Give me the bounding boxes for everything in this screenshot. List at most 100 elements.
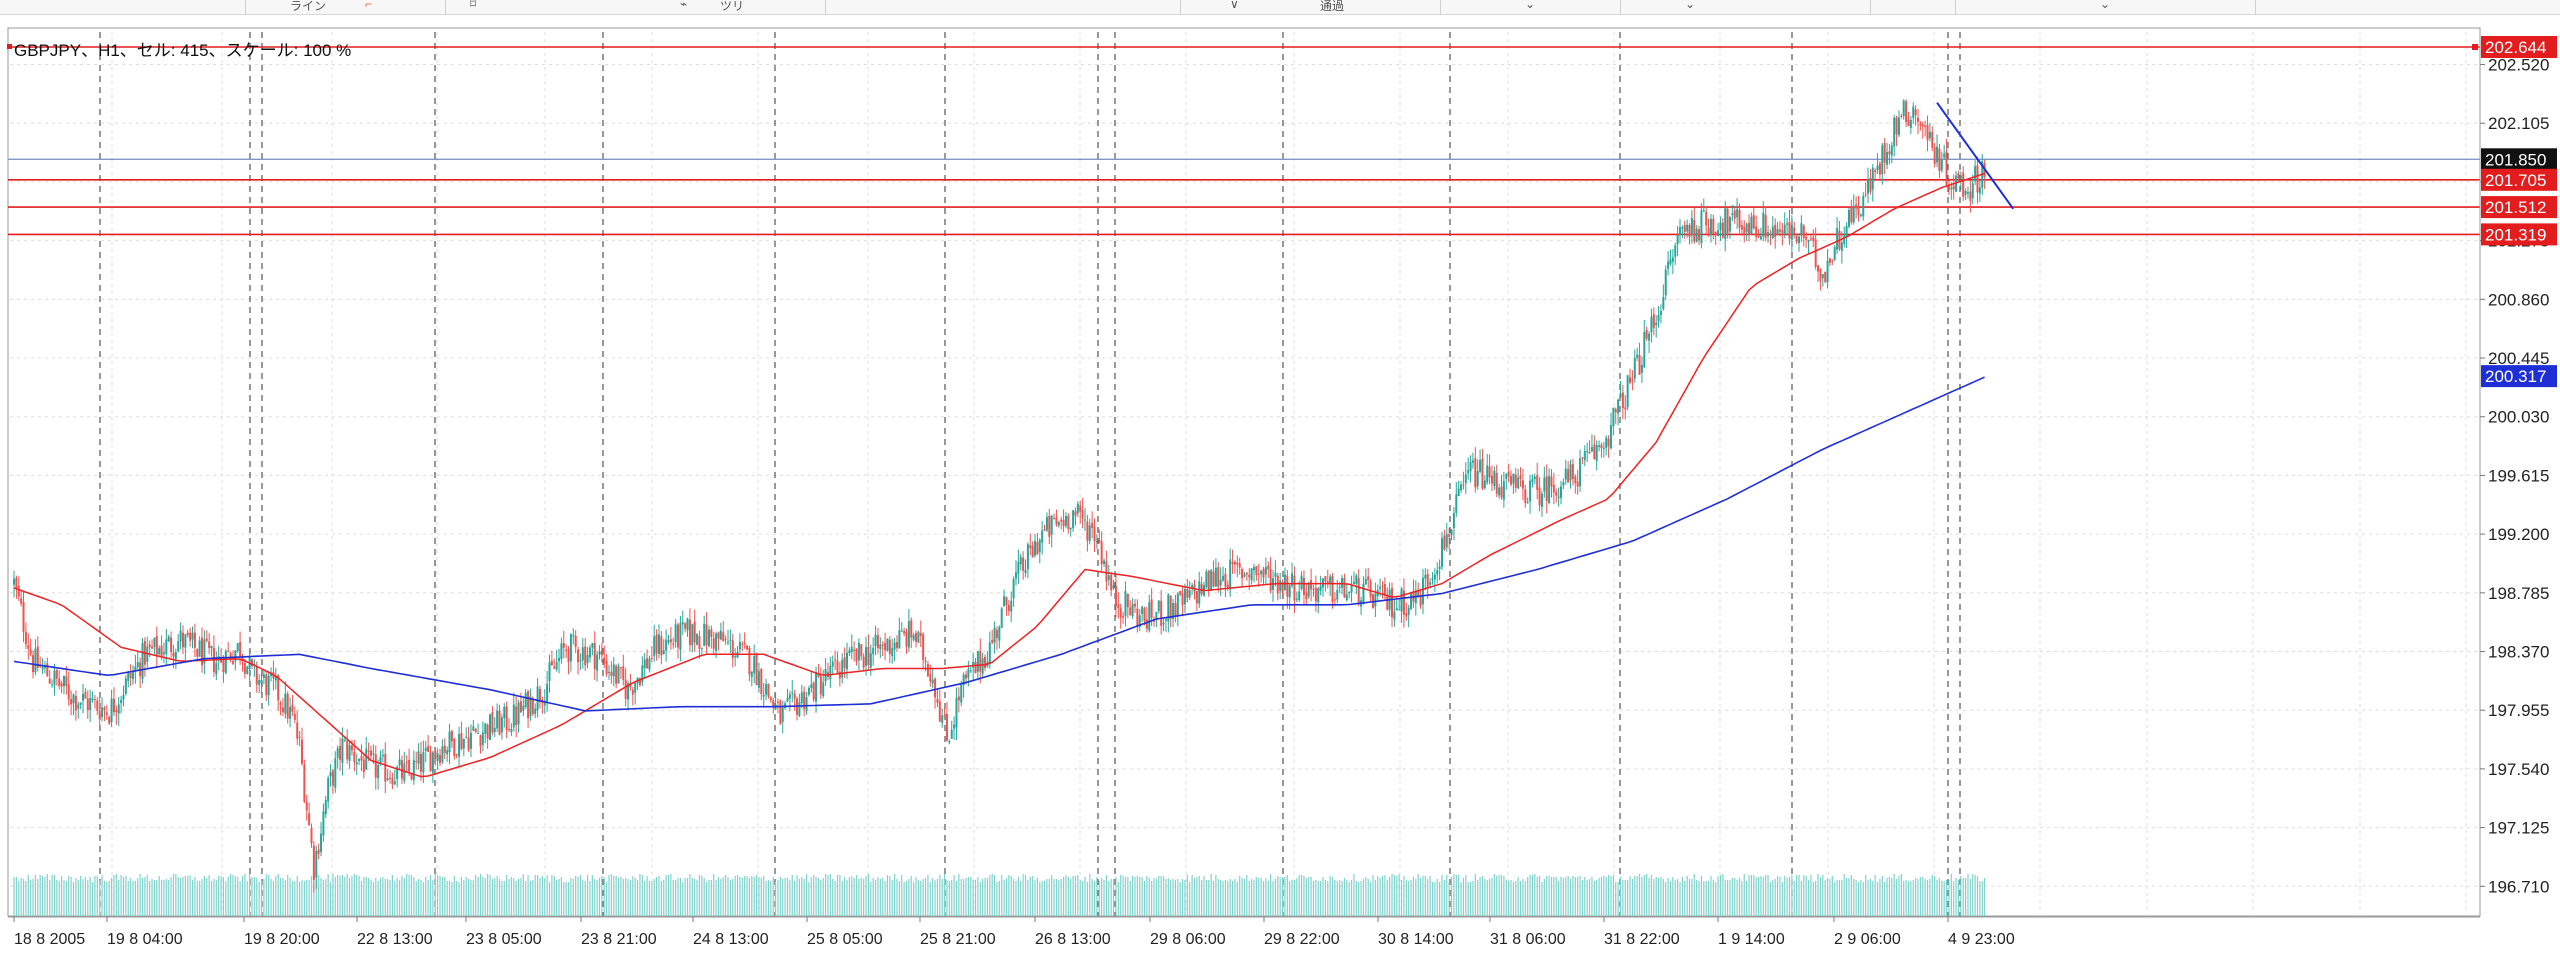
candle-body (1952, 185, 1955, 190)
candle-body (1862, 195, 1865, 217)
time-tick-label: 23 8 21:00 (581, 931, 657, 948)
candle-body (688, 619, 691, 645)
candle-body (1445, 534, 1448, 548)
candle-body (96, 700, 99, 711)
candle-body (127, 672, 130, 682)
toolbar-item-pass[interactable]: 通過 (1320, 0, 1345, 13)
candle-body (1836, 228, 1839, 250)
candle-body (17, 585, 20, 597)
candle-body (679, 623, 682, 650)
candle-body (1276, 575, 1279, 594)
candle-body (1845, 225, 1848, 238)
candle-body (638, 678, 641, 685)
candle-body (1867, 179, 1870, 194)
toolbar-item-line[interactable]: ライン (290, 0, 327, 13)
candle-body (1595, 445, 1598, 461)
candle-body (641, 665, 644, 683)
candle-body (13, 578, 15, 585)
candle-body (1533, 476, 1536, 479)
toolbar-item-candle[interactable]: ⌑ (470, 0, 477, 11)
candle-body (341, 738, 344, 763)
candle-body (1186, 589, 1189, 598)
candle-body (1897, 117, 1900, 136)
candle-body (955, 697, 958, 728)
candle-body (805, 697, 808, 712)
candle-body (550, 660, 553, 666)
candle-body (34, 648, 37, 673)
candle-body (1702, 210, 1705, 212)
candle-body (1540, 493, 1543, 507)
candle-body (1978, 187, 1981, 194)
candle-body (1045, 516, 1048, 531)
price-tick-label: 197.125 (2488, 819, 2549, 838)
candle-body (967, 669, 970, 678)
toolbar-dropdown-3[interactable]: ⌄ (2100, 0, 2111, 11)
candle-body (1012, 579, 1015, 599)
price-chart[interactable]: 202.520202.105201.690201.275200.860200.4… (0, 14, 2560, 956)
candle-body (1581, 457, 1584, 459)
candle-body (346, 740, 349, 760)
candle-body (936, 698, 939, 703)
toolbar-item-check[interactable]: ∨ (1230, 0, 1239, 11)
time-tick-label: 29 8 22:00 (1264, 931, 1340, 948)
candle-body (1733, 210, 1736, 219)
candle-body (886, 638, 889, 651)
candle-body (1676, 234, 1679, 245)
candle-body (1788, 221, 1791, 239)
candle-body (765, 684, 768, 695)
toolbar-item-tree[interactable]: ツリ (720, 0, 745, 13)
candle-body (1966, 192, 1969, 194)
candle-body (198, 640, 201, 657)
candle-body (491, 712, 494, 733)
toolbar-separator (1955, 0, 1956, 14)
price-tick-label: 197.955 (2488, 701, 2549, 720)
candle-body (41, 666, 44, 669)
candle-body (439, 755, 442, 763)
candle-body (408, 759, 411, 772)
candle-body (924, 660, 927, 662)
candle-body (907, 621, 910, 648)
candle-body (574, 635, 577, 647)
candle-body (1262, 568, 1265, 578)
toolbar-dropdown-2[interactable]: ⌄ (1685, 0, 1696, 11)
price-tick-label: 202.520 (2488, 56, 2549, 75)
candle-body (1019, 556, 1022, 565)
candle-body (1324, 576, 1327, 582)
candle-body (1878, 163, 1881, 175)
candle-body (1705, 211, 1708, 226)
candle-body (565, 649, 568, 651)
candle-body (1609, 425, 1612, 449)
candle-body (1529, 480, 1532, 502)
candle-body (722, 632, 725, 642)
candle-body (655, 634, 658, 654)
candle-body (660, 636, 663, 656)
candle-body (555, 662, 558, 670)
candle-body (1921, 124, 1924, 127)
candle-body (1576, 481, 1579, 487)
candle-body (489, 714, 491, 740)
candle-body (1212, 571, 1215, 587)
candle-body (1974, 166, 1977, 182)
candle-body (24, 631, 27, 645)
candle-body (255, 666, 258, 685)
candle-body (1902, 100, 1905, 116)
toolbar-item-tick[interactable]: ⌁ (680, 0, 688, 11)
candle-body (619, 667, 622, 669)
candle-body (993, 627, 996, 643)
horizontal-levels[interactable] (7, 43, 2480, 236)
candle-body (110, 698, 113, 723)
candle-body (267, 675, 270, 696)
candle-body (236, 643, 239, 652)
candle-body (848, 650, 851, 654)
candle-body (1859, 214, 1862, 216)
candle-body (1833, 247, 1836, 261)
candle-body (1145, 619, 1148, 629)
candle-body (917, 631, 920, 643)
candle-body (1798, 236, 1800, 244)
candle-body (251, 659, 253, 667)
candle-body (1062, 520, 1065, 527)
toolbar-dropdown-1[interactable]: ⌄ (1525, 0, 1536, 11)
trendline[interactable] (1936, 102, 2015, 210)
toolbar-item-color[interactable]: ⌐ (365, 0, 373, 11)
candle-body (881, 644, 884, 646)
